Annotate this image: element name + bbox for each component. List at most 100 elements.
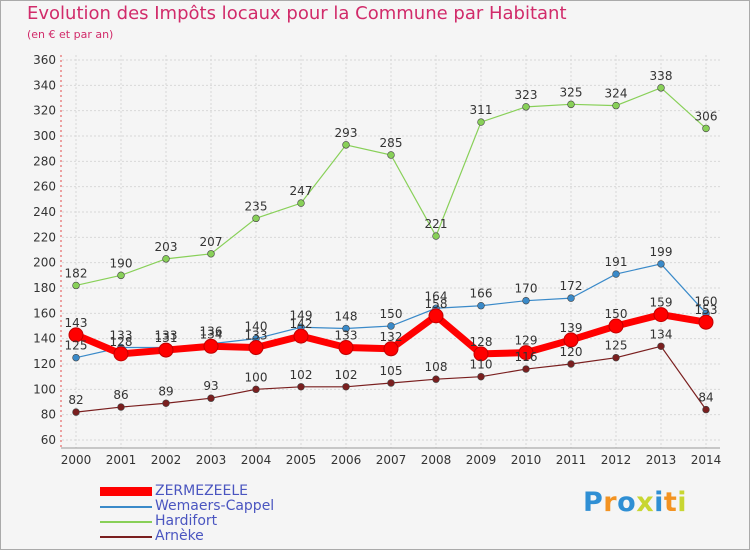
data-label: 128 [110, 335, 133, 349]
x-tick-label: 2003 [196, 453, 227, 467]
data-point [567, 360, 575, 368]
series-lines [68, 84, 714, 416]
data-label: 133 [155, 329, 178, 343]
y-tick-label: 60 [41, 433, 56, 447]
data-label: 306 [695, 109, 718, 123]
data-label: 120 [560, 345, 583, 359]
y-tick-label: 340 [33, 78, 56, 92]
data-label: 136 [200, 325, 223, 339]
data-point [432, 232, 440, 240]
data-label: 133 [110, 329, 133, 343]
data-point [432, 375, 440, 383]
data-label: 131 [155, 331, 178, 345]
data-point [158, 342, 174, 358]
data-label: 190 [110, 256, 133, 270]
data-label: 132 [380, 330, 403, 344]
x-tick-label: 2004 [241, 453, 272, 467]
data-label: 149 [290, 308, 313, 322]
data-label: 164 [425, 289, 448, 303]
data-point [383, 341, 399, 357]
data-label: 108 [425, 360, 448, 374]
data-label: 125 [65, 339, 88, 353]
data-label: 159 [650, 296, 673, 310]
x-tick-label: 2000 [61, 453, 92, 467]
logo-letter: x [636, 487, 655, 518]
data-labels: 143 128 131 134 133 142 133 132 158 128 129 139 150 1… [65, 69, 718, 407]
data-point [248, 340, 264, 356]
data-point [342, 324, 350, 333]
x-tick-label: 2002 [151, 453, 182, 467]
data-point [342, 141, 350, 149]
data-label: 323 [515, 88, 538, 102]
data-label: 110 [470, 358, 493, 372]
logo-letter: i [677, 487, 688, 518]
data-point [657, 84, 665, 92]
data-label: 82 [68, 393, 83, 407]
data-point [567, 100, 575, 109]
data-label: 105 [380, 364, 403, 378]
y-tick-label: 160 [33, 306, 56, 320]
data-point [387, 322, 395, 330]
y-tick-label: 280 [33, 154, 56, 168]
data-point [473, 346, 489, 362]
data-point [297, 199, 305, 207]
data-point [162, 399, 170, 407]
data-point [522, 103, 530, 111]
data-point [203, 338, 219, 354]
logo-letter: r [603, 487, 618, 518]
y-tick-label: 220 [33, 230, 56, 244]
data-label: 150 [605, 307, 628, 321]
data-label: 102 [290, 368, 313, 382]
x-tick-label: 2001 [106, 453, 137, 467]
data-label: 134 [200, 327, 223, 341]
data-label: 285 [380, 136, 403, 150]
legend-swatch [100, 521, 152, 523]
y-tick-label: 360 [33, 53, 56, 67]
chart-title: Evolution des Impôts locaux pour la Comm… [27, 3, 567, 24]
data-label: 89 [158, 384, 173, 398]
x-tick-label: 2014 [691, 453, 722, 467]
data-point [72, 353, 80, 362]
x-tick-label: 2012 [601, 453, 632, 467]
data-label: 150 [380, 307, 403, 321]
data-point [72, 408, 80, 416]
data-label: 148 [335, 310, 358, 324]
data-point [293, 328, 309, 344]
data-point [653, 307, 669, 323]
data-label: 84 [698, 391, 713, 405]
data-point [702, 405, 710, 414]
data-point [612, 101, 620, 110]
data-label: 158 [425, 297, 448, 311]
data-label: 221 [425, 217, 448, 231]
data-point [698, 314, 714, 330]
logo-letter: i [654, 487, 664, 518]
data-point [338, 340, 354, 356]
y-tick-label: 140 [33, 332, 56, 346]
data-label: 293 [335, 126, 358, 140]
y-tick-label: 100 [33, 382, 56, 396]
legend-label: Arnèke [155, 528, 204, 544]
legend-label: Hardifort [155, 513, 218, 529]
legend-swatch [100, 506, 152, 508]
data-label: 125 [605, 339, 628, 353]
legend-label: ZERMEZEELE [155, 483, 249, 499]
legend-swatch [100, 487, 152, 496]
data-point [342, 383, 350, 391]
data-point [477, 372, 485, 381]
data-label: 191 [605, 255, 628, 269]
data-point [563, 332, 579, 348]
data-label: 139 [560, 321, 583, 335]
data-point [207, 394, 215, 402]
data-point [387, 151, 395, 159]
logo-letter: P [583, 487, 604, 518]
data-point [567, 294, 575, 302]
data-label: 93 [203, 379, 218, 393]
x-tick-label: 2011 [556, 453, 587, 467]
data-point [518, 345, 534, 361]
x-tick-label: 2009 [466, 453, 497, 467]
data-point [117, 271, 125, 280]
data-point [252, 385, 260, 394]
data-point [117, 403, 125, 411]
